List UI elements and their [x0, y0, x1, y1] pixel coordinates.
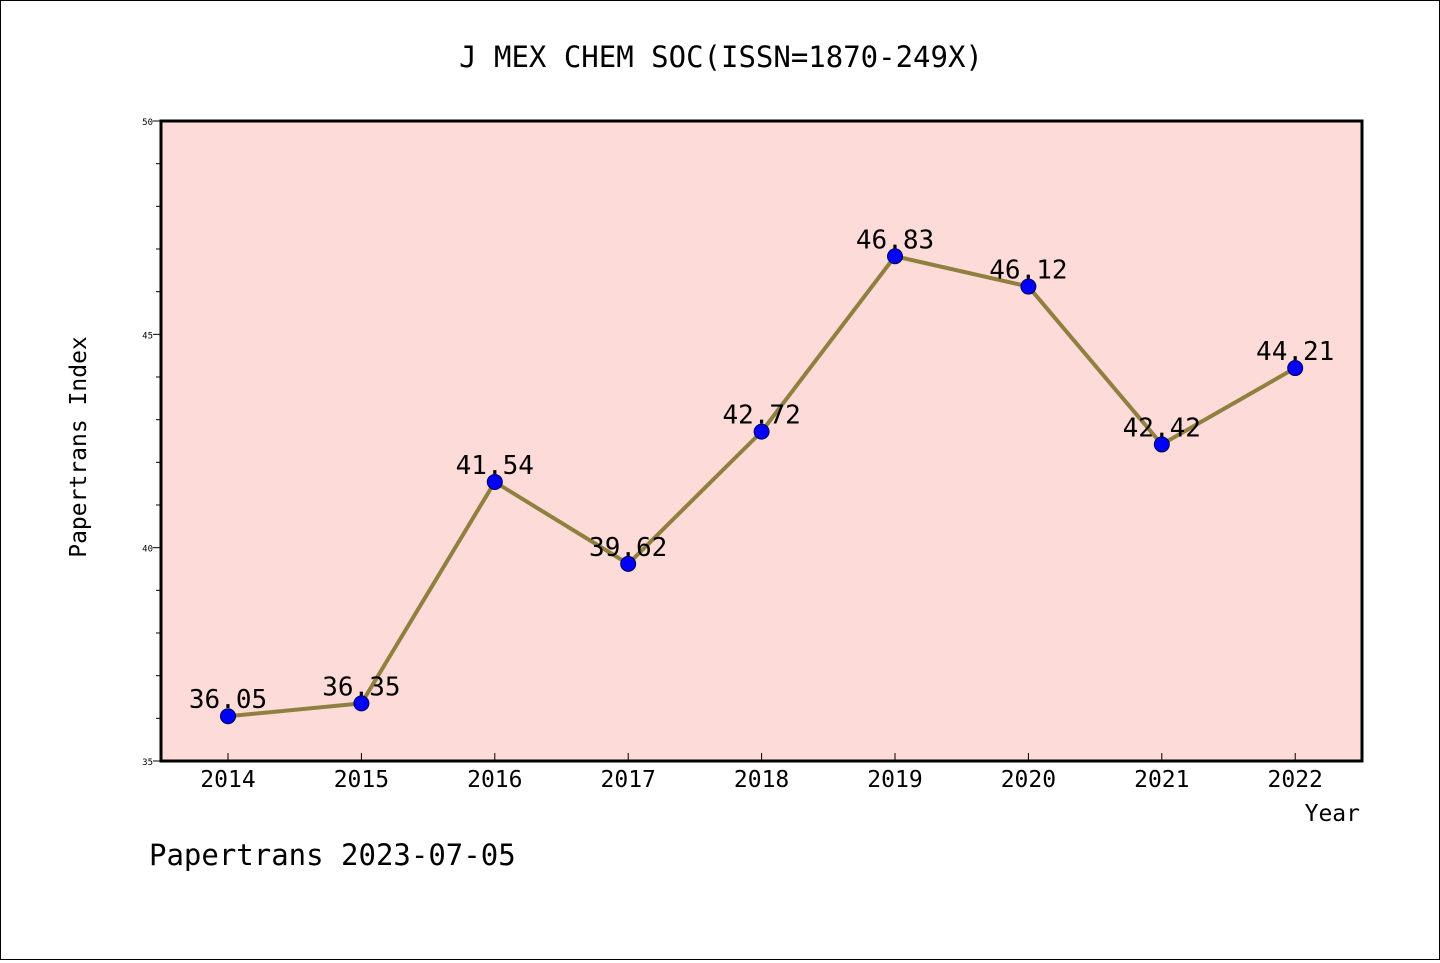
chart-title: J MEX CHEM SOC(ISSN=1870-249X) — [459, 40, 983, 74]
x-tick-label: 2014 — [200, 767, 255, 793]
data-point — [353, 695, 370, 712]
x-tick-label: 2022 — [1268, 767, 1323, 793]
data-point — [753, 423, 770, 440]
markers — [220, 248, 1304, 725]
y-axis-label: Papertrans Index — [66, 336, 92, 558]
y-tick-label: 35 — [142, 758, 153, 768]
data-point — [486, 473, 503, 490]
y-tick-label: 45 — [142, 331, 153, 341]
x-tick-label: 2017 — [601, 767, 656, 793]
x-axis-label: Year — [1305, 801, 1360, 827]
x-tick-label: 2018 — [734, 767, 789, 793]
data-point — [1153, 436, 1170, 453]
data-point — [1287, 360, 1304, 377]
x-tick-label: 2021 — [1134, 767, 1189, 793]
x-tick-label: 2020 — [1001, 767, 1056, 793]
data-point — [620, 555, 637, 572]
y-axis: 35 40 45 50 — [142, 118, 161, 768]
footer-watermark: Papertrans 2023-07-05 — [149, 838, 516, 872]
y-tick-label: 40 — [142, 545, 153, 555]
x-tick-label: 2019 — [867, 767, 922, 793]
data-point — [887, 248, 903, 265]
y-tick-label: 50 — [142, 118, 153, 128]
x-tick-label: 2016 — [467, 767, 522, 793]
x-tick-label: 2015 — [334, 767, 389, 793]
data-point — [1020, 278, 1037, 295]
x-axis: 2014 2015 2016 2017 2018 2019 2020 2021 2022 — [200, 753, 1323, 793]
data-point — [220, 708, 236, 725]
